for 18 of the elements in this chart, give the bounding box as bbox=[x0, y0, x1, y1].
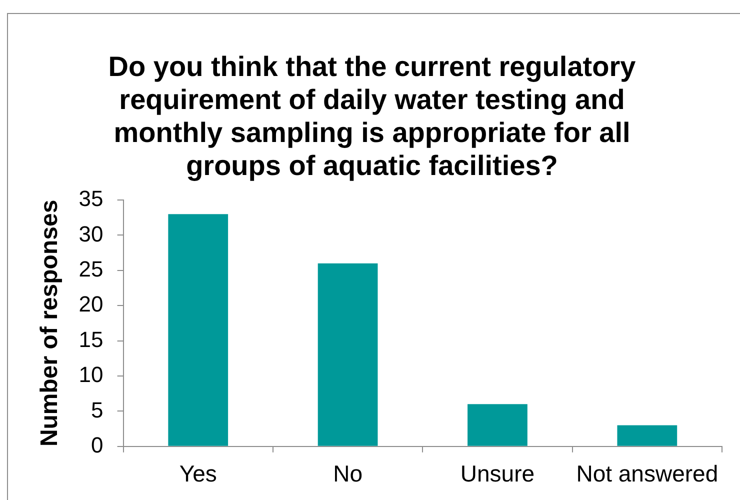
bar bbox=[318, 263, 378, 446]
bar bbox=[168, 214, 228, 446]
y-axis-title: Number of responses bbox=[36, 200, 64, 447]
y-tick-label: 10 bbox=[78, 362, 104, 388]
bar bbox=[617, 425, 678, 446]
bar bbox=[468, 404, 528, 446]
y-tick-label: 35 bbox=[78, 186, 104, 212]
chart-title: Do you think that the current regulatory requirement of daily water testing and monthly sampling is appropriate for all groups of aquatic facilities? bbox=[107, 50, 637, 182]
y-tick-label: 0 bbox=[91, 432, 104, 458]
y-tick-label: 30 bbox=[78, 221, 104, 246]
y-tick-label: 20 bbox=[78, 292, 104, 317]
x-tick-label: Yes bbox=[179, 460, 217, 487]
y-tick-label: 5 bbox=[91, 397, 104, 422]
y-tick-label: 15 bbox=[78, 326, 104, 352]
x-tick-label: Not answered bbox=[576, 460, 718, 487]
x-tick-label: No bbox=[333, 460, 362, 487]
x-tick-label: Unsure bbox=[460, 460, 535, 487]
y-tick-label: 25 bbox=[78, 256, 104, 282]
